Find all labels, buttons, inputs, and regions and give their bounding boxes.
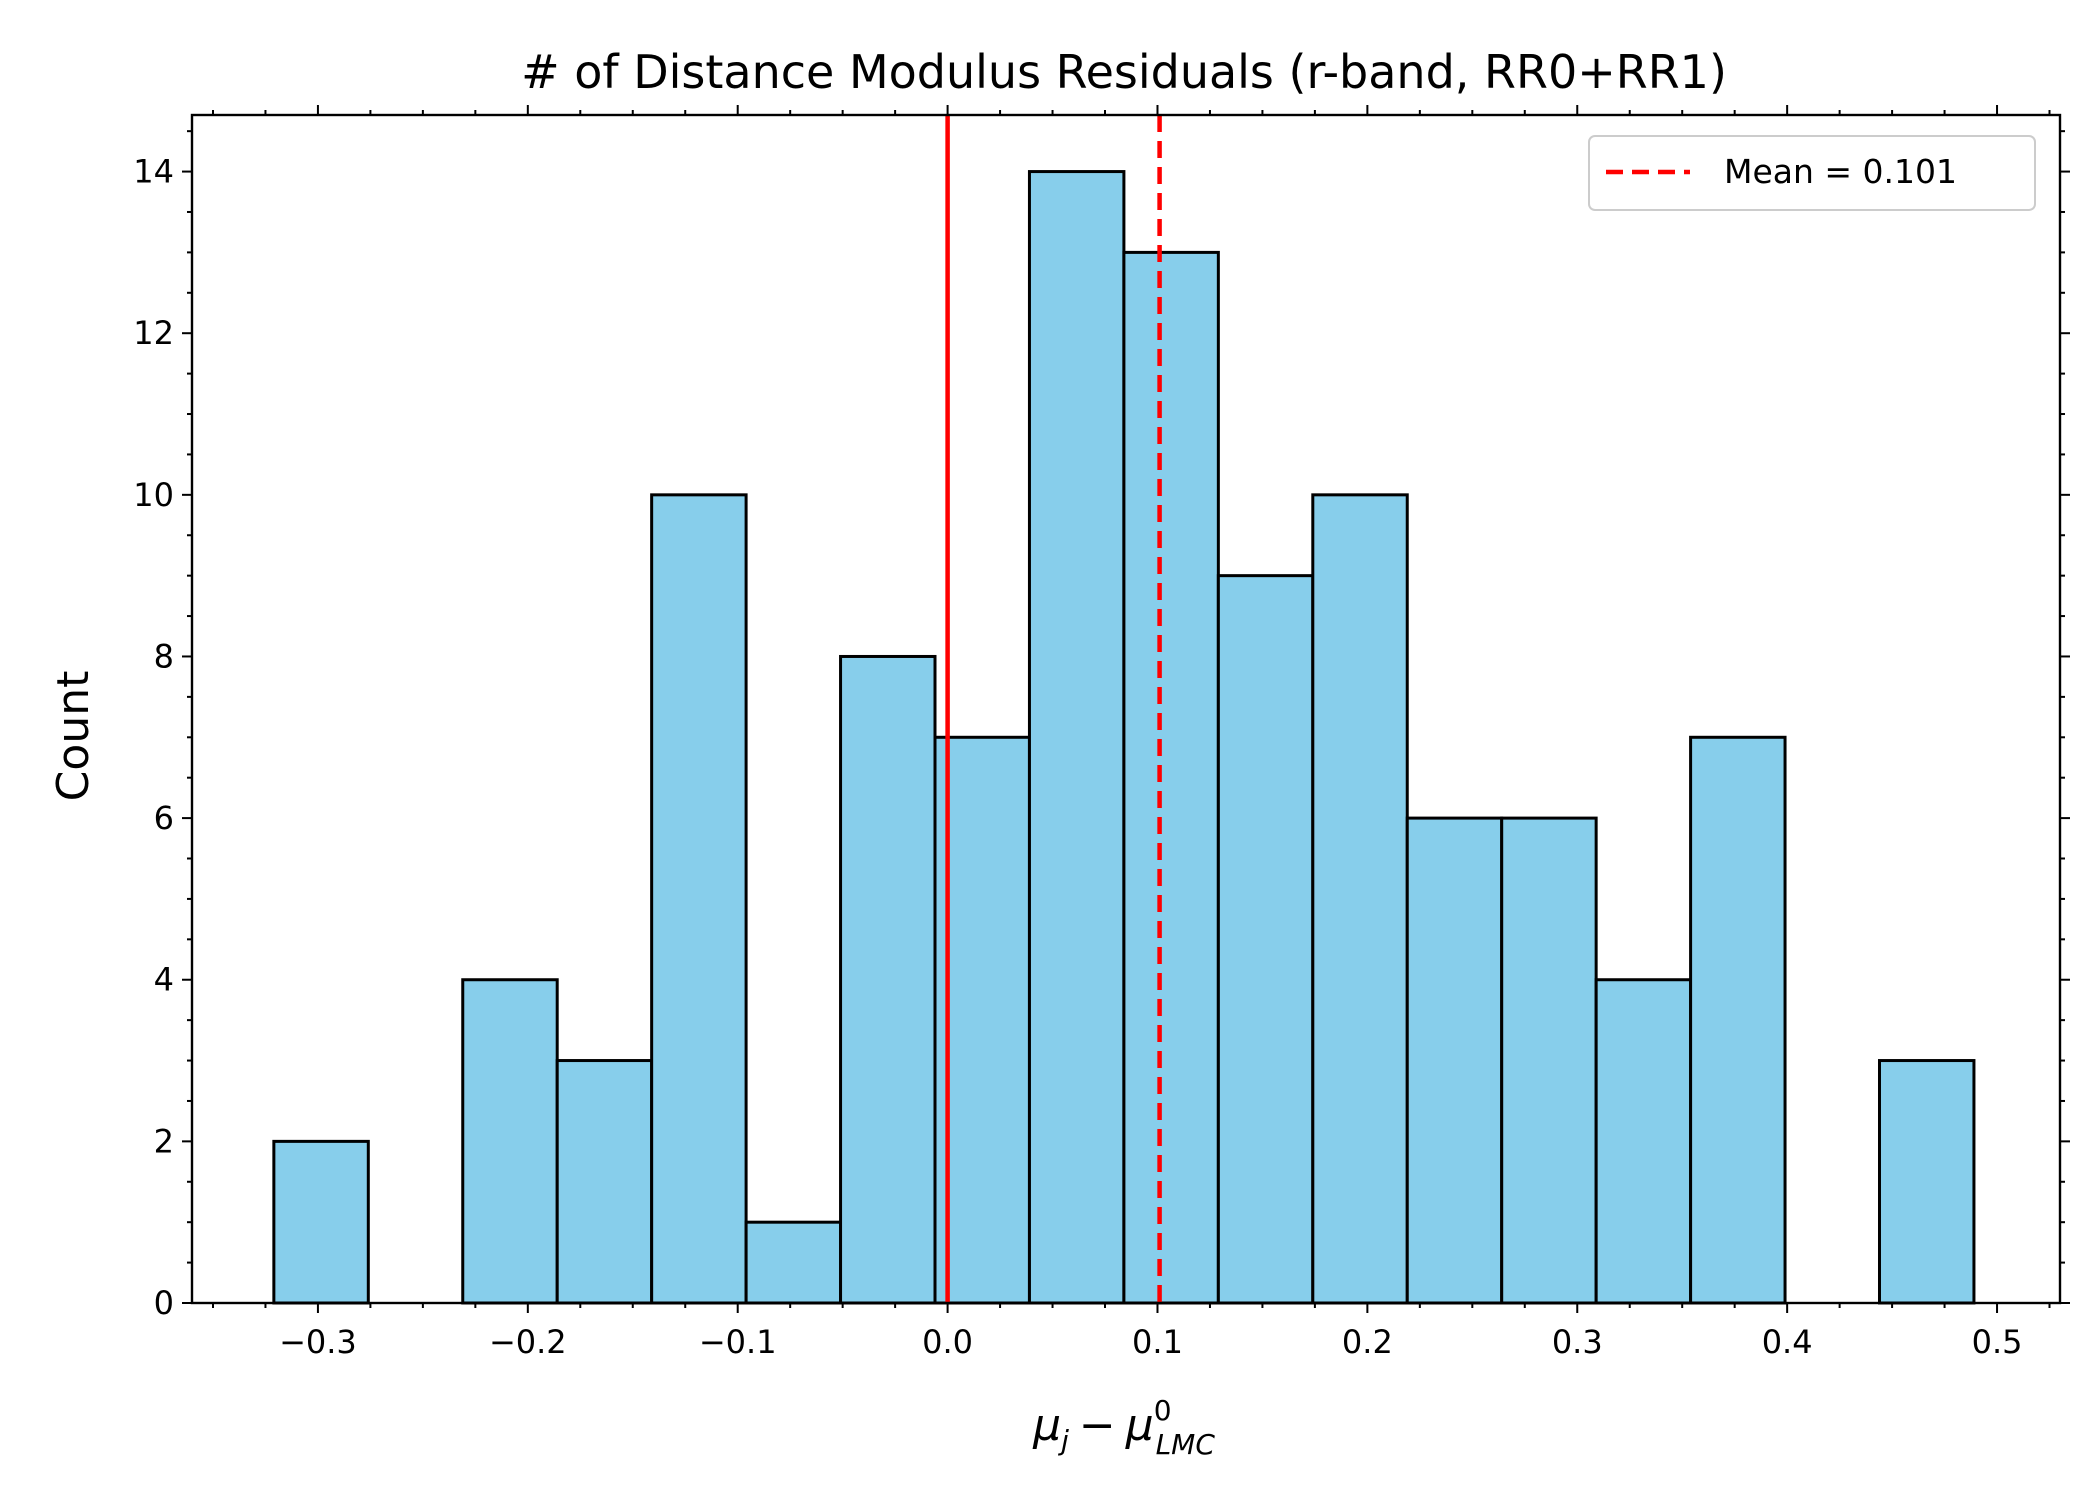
x-tick-label: −0.2 (489, 1323, 567, 1361)
x-tick-label: −0.1 (699, 1323, 777, 1361)
histogram-bar (1027, 170, 1126, 1305)
histogram-bar (839, 654, 937, 1305)
y-axis-label: Count (48, 671, 99, 802)
y-tick-label: 2 (154, 1122, 174, 1160)
histogram-bar (1594, 978, 1693, 1305)
x-tick-label: −0.3 (279, 1323, 357, 1361)
y-tick-label: 12 (133, 314, 174, 352)
histogram-bar (272, 1139, 370, 1305)
histogram-bar (555, 1059, 654, 1305)
y-tick-label: 0 (154, 1284, 174, 1322)
histogram-bar (1122, 250, 1220, 1305)
x-tick-label: 0.1 (1132, 1323, 1183, 1361)
reference-lines (945, 115, 1162, 1303)
histogram-bar (744, 1220, 843, 1305)
plot-frame (190, 113, 2062, 1305)
axes (190, 113, 2062, 1305)
ticks: −0.3 −0.2 −0.1 0.0 0.1 0.2 0.3 0.4 0.5 0 2 4 6 8 10 12 1… (133, 105, 2070, 1361)
legend-label-mean: Mean = 0.101 (1724, 152, 1957, 191)
histogram-bar (1216, 574, 1315, 1305)
y-tick-label: 8 (154, 637, 174, 675)
x-tick-label: 0.0 (922, 1323, 973, 1361)
y-tick-label: 14 (133, 153, 174, 191)
chart-title: # of Distance Modulus Residuals (r-band,… (521, 45, 1727, 99)
x-tick-label: 0.3 (1552, 1323, 1603, 1361)
histogram-bar (461, 978, 559, 1305)
y-tick-label: 4 (154, 961, 174, 999)
histogram-bar (1311, 493, 1409, 1305)
histogram-bar (1500, 816, 1598, 1305)
x-tick-label: 0.2 (1342, 1323, 1393, 1361)
x-tick-label: 0.5 (1972, 1323, 2023, 1361)
y-tick-label: 6 (154, 799, 174, 837)
histogram-bar (933, 735, 1031, 1305)
histogram-bar (1405, 816, 1504, 1305)
histogram-bar (1689, 735, 1787, 1305)
x-tick-label: 0.4 (1762, 1323, 1813, 1361)
histogram-bar (650, 493, 748, 1305)
legend-box (1588, 135, 2036, 211)
y-tick-label: 10 (133, 476, 174, 514)
histogram-bar (1877, 1059, 1976, 1305)
legend: Mean = 0.101 (1588, 135, 2036, 211)
bars-group (272, 170, 1976, 1305)
x-axis-label: μj − μ0 LMC (1032, 1394, 1215, 1461)
